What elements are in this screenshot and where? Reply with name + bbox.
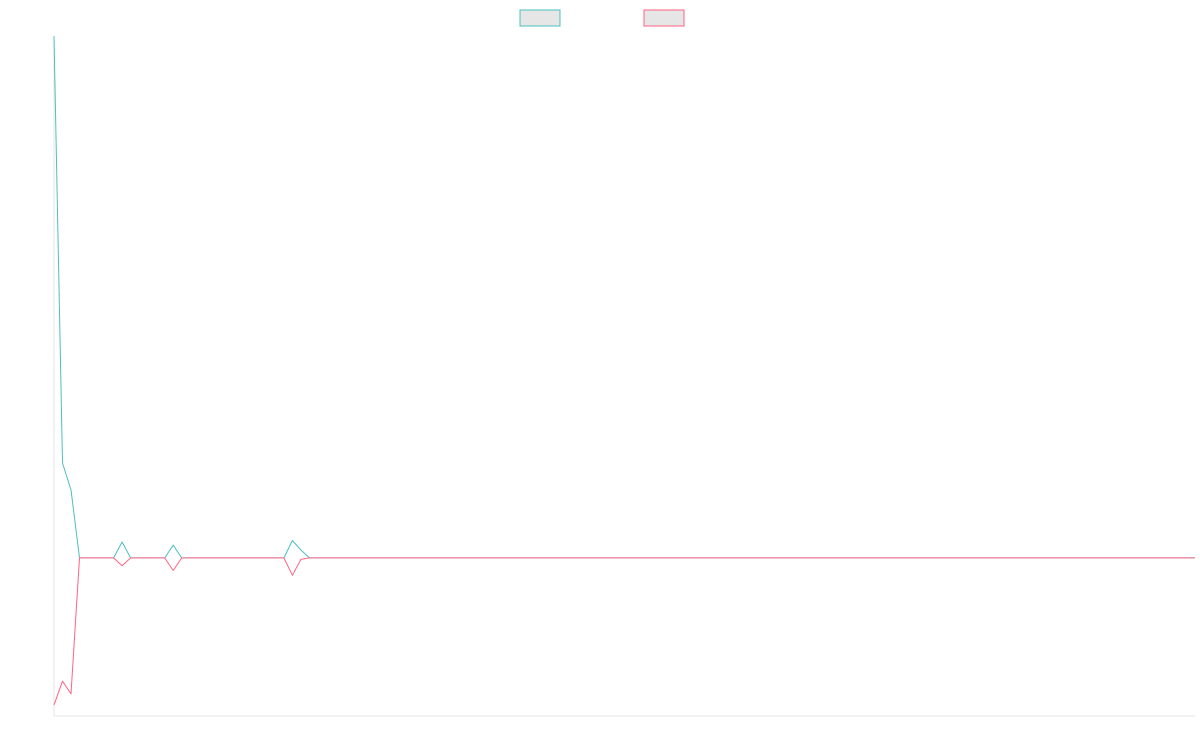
legend-swatch-1 — [519, 9, 561, 27]
series-layer — [53, 35, 1195, 706]
legend-swatch-2 — [643, 9, 685, 27]
axes — [53, 36, 1195, 717]
series-line-2 — [53, 557, 1195, 706]
legend — [519, 9, 685, 27]
series-line-1 — [53, 35, 1195, 559]
